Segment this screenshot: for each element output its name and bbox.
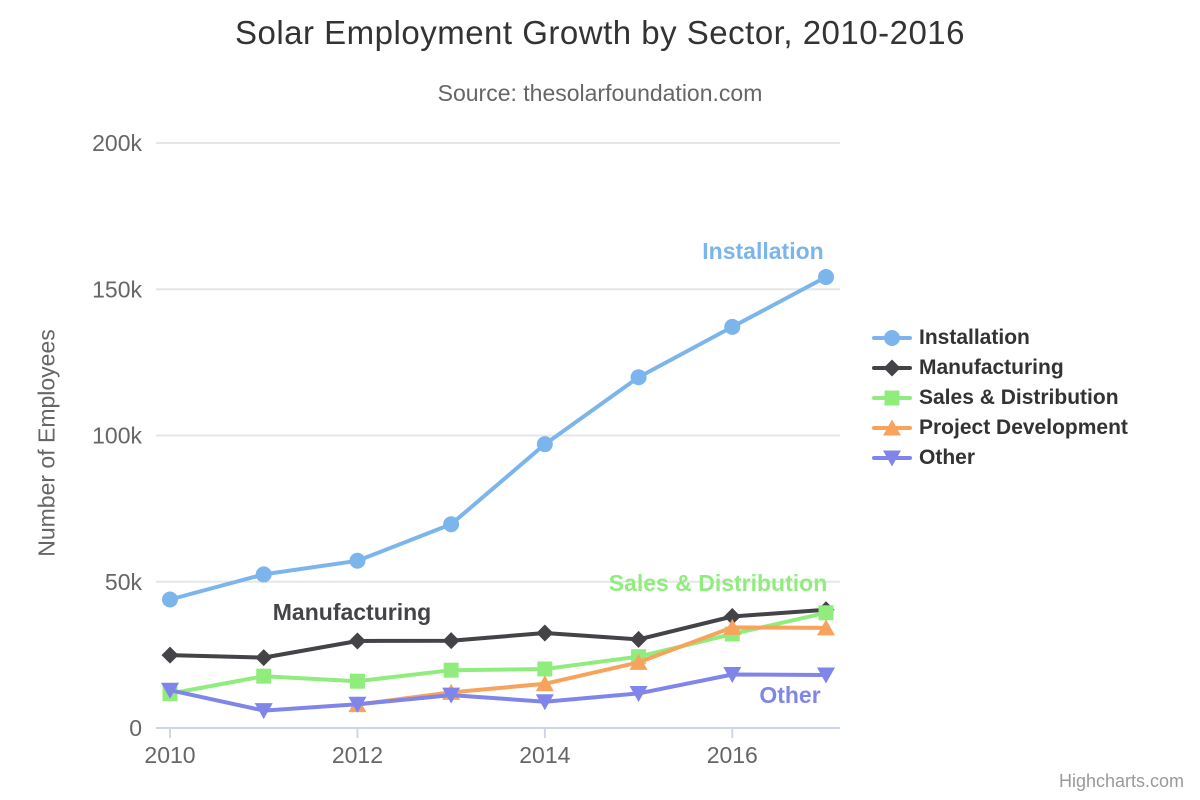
point-marker-sales-distribution[interactable] [537,661,553,677]
point-marker-manufacturing[interactable] [255,649,273,667]
series-installation: Installation [162,238,834,608]
x-axis-label: 2012 [332,742,383,768]
legend-marker-triangle-icon [872,419,912,436]
series-label-installation: Installation [702,238,823,264]
point-marker-installation[interactable] [349,552,366,569]
legend-label: Other [919,446,976,469]
x-axis-label: 2010 [144,742,195,768]
point-marker-sales-distribution[interactable] [256,668,272,684]
point-marker-sales-distribution[interactable] [818,605,834,621]
point-marker-sales-distribution[interactable] [349,673,365,689]
legend-item-sales-distribution[interactable]: Sales & Distribution [872,383,1128,413]
point-marker-other[interactable] [629,685,648,702]
legend-marker-circle-icon [872,330,912,346]
point-marker-other[interactable] [723,667,742,684]
point-marker-manufacturing[interactable] [161,646,179,664]
point-marker-installation[interactable] [162,591,178,608]
point-marker-installation[interactable] [884,330,900,346]
series-line-project-development[interactable] [355,625,828,707]
series-line-installation[interactable] [168,275,828,602]
legend-item-other[interactable]: Other [872,443,1128,473]
point-marker-installation[interactable] [255,566,272,583]
series-line-other[interactable] [168,672,828,713]
credits-link[interactable]: Highcharts.com [1058,771,1184,791]
x-axis-label: 2014 [519,742,570,768]
point-marker-manufacturing[interactable] [630,630,648,648]
y-axis-label: 50k [105,569,143,595]
legend-marker-triangle-down-icon [872,450,912,467]
point-marker-other[interactable] [348,696,367,713]
point-marker-other[interactable] [161,682,179,699]
legend-item-project-development[interactable]: Project Development [872,413,1128,443]
point-marker-installation[interactable] [443,516,460,533]
point-marker-other[interactable] [254,703,273,720]
chart-title: Solar Employment Growth by Sector, 2010-… [234,14,966,51]
point-marker-sales-distribution[interactable] [884,390,900,406]
series-label-sales-distribution: Sales & Distribution [609,570,828,596]
point-marker-project-development[interactable] [883,419,901,436]
point-marker-installation[interactable] [630,369,647,386]
point-marker-other[interactable] [817,667,835,684]
point-marker-manufacturing[interactable] [723,607,741,625]
point-marker-project-development[interactable] [723,618,742,635]
y-axis-label: 100k [92,423,142,449]
legend-marker-square-icon [872,390,912,406]
point-marker-project-development[interactable] [629,653,648,670]
point-marker-project-development[interactable] [817,619,835,636]
point-marker-other[interactable] [883,450,901,467]
legend-marker-diamond-icon [872,359,912,377]
chart-subtitle: Source: thesolarfoundation.com [437,80,763,106]
series-label-other: Other [759,682,820,708]
x-axis-label: 2016 [707,742,758,768]
series-other: Other [161,667,835,720]
point-marker-manufacturing[interactable] [348,632,366,650]
point-marker-installation[interactable] [724,318,741,335]
point-marker-installation[interactable] [818,269,834,286]
legend-item-manufacturing[interactable]: Manufacturing [872,353,1128,383]
point-marker-other[interactable] [442,687,461,704]
series-sales-distribution: Sales & Distribution [162,570,834,702]
y-axis-label: 150k [92,276,142,302]
legend-item-installation[interactable]: Installation [872,323,1128,353]
point-marker-manufacturing[interactable] [442,632,460,650]
series-label-manufacturing: Manufacturing [273,599,431,625]
point-marker-sales-distribution[interactable] [443,662,459,678]
y-axis-label: 200k [92,130,142,156]
point-marker-project-development[interactable] [535,675,554,692]
legend-label: Project Development [919,416,1128,439]
series-line-sales-distribution[interactable] [168,610,828,696]
y-axis-label: 0 [129,715,142,741]
legend-label: Installation [919,326,1030,349]
legend-label: Manufacturing [919,356,1064,379]
series-manufacturing: Manufacturing [161,599,835,667]
point-marker-other[interactable] [535,694,554,711]
point-marker-installation[interactable] [536,436,553,453]
point-marker-manufacturing[interactable] [883,359,901,377]
legend: Installation Manufacturing Sales & Distrib… [872,323,1128,473]
legend-label: Sales & Distribution [919,386,1119,409]
point-marker-manufacturing[interactable] [536,624,554,642]
series-line-manufacturing[interactable] [168,607,828,660]
